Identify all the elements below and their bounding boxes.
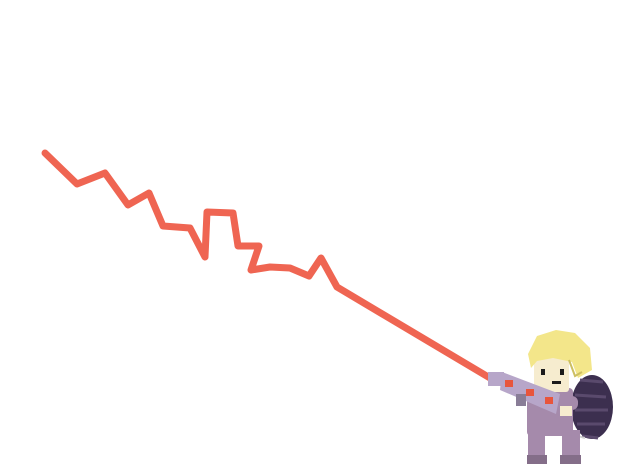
ghost-hunter-character [488,330,613,464]
proton-beam [41,149,494,382]
legs [527,430,581,464]
head [528,330,592,392]
hand [560,406,572,416]
proton-pack-icon [562,375,613,440]
neutrona-wand-icon [488,372,560,414]
